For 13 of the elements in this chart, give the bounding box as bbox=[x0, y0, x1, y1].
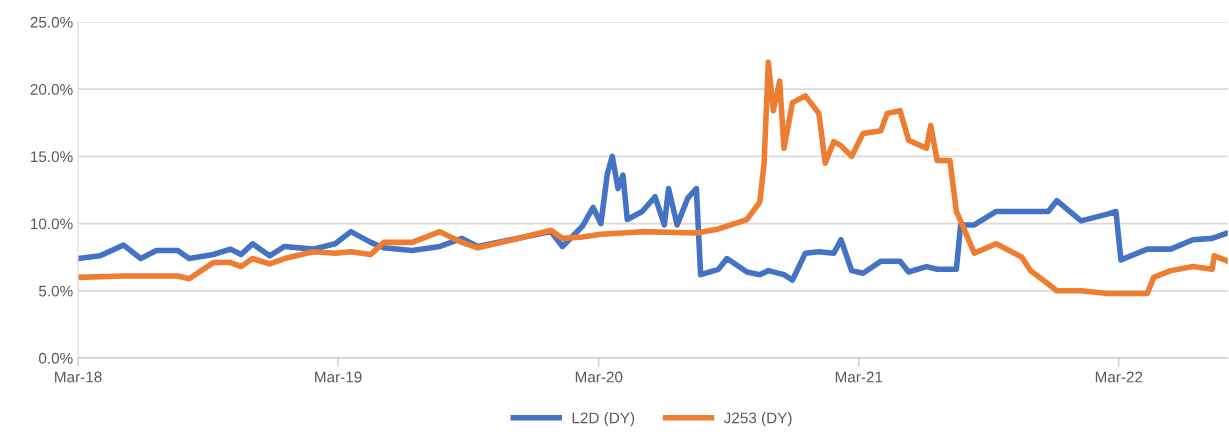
y-tick-label: 0.0% bbox=[38, 352, 73, 364]
y-tick-label: 5.0% bbox=[38, 285, 73, 297]
y-tick-label: 25.0% bbox=[30, 16, 73, 28]
x-tick-label: Mar-19 bbox=[315, 371, 362, 383]
y-tick-label: 10.0% bbox=[31, 218, 73, 230]
x-tick-label: Mar-21 bbox=[835, 371, 883, 383]
legend-label: L2D (DY) bbox=[572, 412, 635, 427]
y-tick-label: 15.0% bbox=[31, 151, 73, 163]
x-tick-label: Mar-20 bbox=[575, 371, 623, 383]
x-tick-label: Mar-18 bbox=[55, 371, 102, 383]
x-tick-label: Mar-22 bbox=[1095, 371, 1143, 383]
legend-label: J253 (DY) bbox=[723, 412, 792, 427]
y-tick-label: 20.0% bbox=[30, 84, 73, 95]
